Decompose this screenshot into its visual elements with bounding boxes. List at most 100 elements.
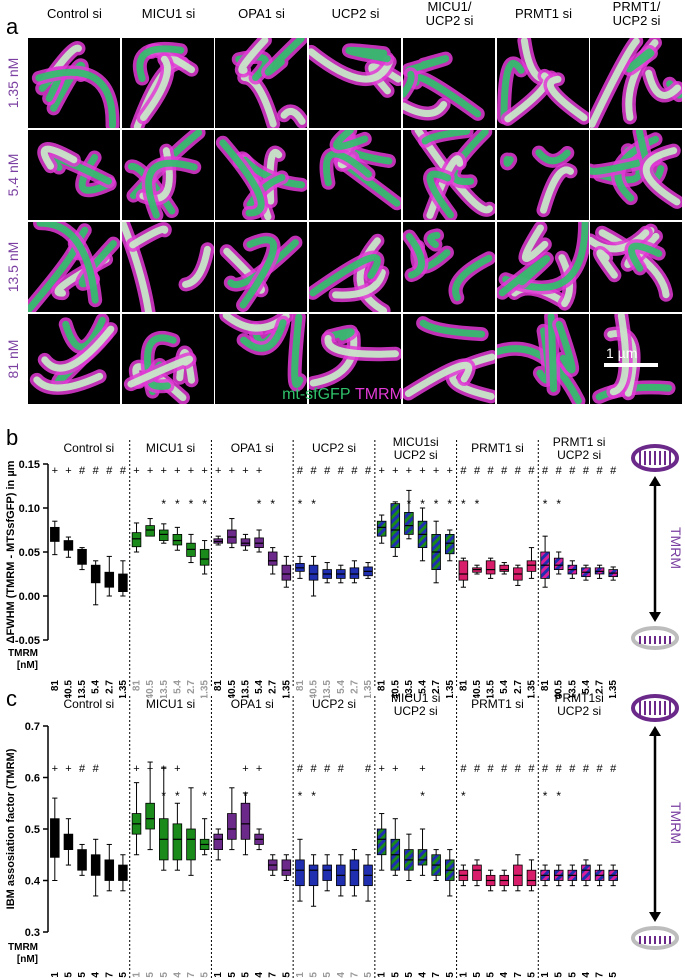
x-axis-title: [nM] [17,954,38,965]
box-mark [581,864,591,881]
box-mark [118,864,128,881]
significance-mark: # [542,465,549,477]
box-mark [281,564,292,581]
x-tick-label: 2.7 [595,680,606,694]
significance-mark: # [569,763,576,775]
panel-a-letter: a [6,14,19,39]
significance-mark: # [311,465,318,477]
row-label: 5.4 nM [5,153,21,197]
arrow-head [649,476,661,486]
box-mark [172,534,183,546]
significance-mark: + [147,763,153,775]
microscopy-tile [403,38,495,128]
significance-mark: * [420,497,425,511]
significance-mark: + [52,465,58,477]
arrow-head [649,912,661,922]
box-mark [308,864,319,887]
significance-mark: + [65,763,71,775]
box-mark [349,567,360,579]
microscopy-tile [309,314,401,404]
box-mark [404,512,414,535]
microscopy-tile [309,38,401,128]
x-tick-label: 81 [377,680,388,692]
significance-mark: + [65,465,71,477]
group-title: UCP2 si [312,697,356,711]
significance-mark: # [474,465,481,477]
significance-mark: + [242,465,248,477]
significance-mark: + [378,763,384,775]
box-mark [145,802,155,830]
significance-mark: * [556,497,561,511]
y-tick-label: 0.00 [19,591,40,603]
significance-mark: + [188,465,194,477]
microscopy-tile [309,222,401,312]
significance-mark: + [133,465,139,477]
significance-mark: # [597,763,604,775]
significance-mark: + [215,465,221,477]
significance-mark: # [338,465,345,477]
box-mark [472,864,482,881]
significance-mark: # [324,763,331,775]
x-tick-label: 13.5 [567,680,578,698]
significance-mark: # [297,465,304,477]
microscopy-tile [590,222,682,312]
significance-mark: * [420,789,425,803]
scale-bar [604,363,658,367]
microscopy-tile [497,314,589,404]
group-title: OPA1 si [231,697,274,711]
box-mark [376,520,387,537]
significance-mark: # [460,763,467,775]
x-tick-label: 2.7 [186,680,197,694]
significance-mark: * [243,789,248,803]
box-mark [172,823,183,861]
x-tick-label: 13.5 [77,680,88,698]
group-title: PRMT1 si [553,435,606,449]
group-title: UCP2 si [557,704,601,718]
box-mark [485,560,496,575]
significance-mark: + [392,465,398,477]
column-header: PRMT1/ UCP2 si [612,0,661,28]
box-mark [499,564,509,572]
x-tick-label: 40.5 [63,680,74,698]
x-tick-label: 81 [458,680,469,692]
significance-mark: + [133,763,139,775]
significance-mark: # [120,465,127,477]
x-tick-label: 5.4 [254,680,265,694]
significance-mark: + [406,465,412,477]
significance-mark: * [161,497,166,511]
box-mark [445,534,455,555]
significance-mark: # [79,465,86,477]
group-title: MICU1si [393,435,439,449]
significance-mark: + [174,465,180,477]
box-mark [376,828,387,856]
significance-mark: # [474,763,481,775]
microscopy-tile [122,314,214,404]
box-mark [240,802,251,840]
significance-mark: * [543,497,548,511]
box-mark [131,532,142,548]
x-tick-label: 2.7 [268,680,279,694]
x-tick-label: 81 [213,680,224,692]
significance-mark: # [515,465,522,477]
significance-mark: # [542,763,549,775]
significance-mark: + [419,465,425,477]
box-mark [90,564,101,584]
x-tick-label: 2.7 [513,680,524,694]
microscopy-tile [403,222,495,312]
y-axis-label: ΔFWHM (TMRM - MTSsfGFP) in µm [5,460,17,643]
significance-mark: # [569,465,576,477]
significance-mark: # [597,465,604,477]
box-mark [50,526,60,542]
significance-mark: # [528,763,535,775]
row-label: 13.5 nM [5,241,21,293]
significance-mark: + [256,465,262,477]
significance-mark: # [501,465,508,477]
x-tick-label: 13.5 [486,680,497,698]
microscopy-tile [497,130,589,220]
x-tick-label: 2.7 [431,680,442,694]
x-tick-label: 1.35 [445,680,456,698]
column-header: MICU1 si [141,6,196,21]
box-mark [526,869,537,887]
x-tick-label: 1.35 [363,680,374,698]
